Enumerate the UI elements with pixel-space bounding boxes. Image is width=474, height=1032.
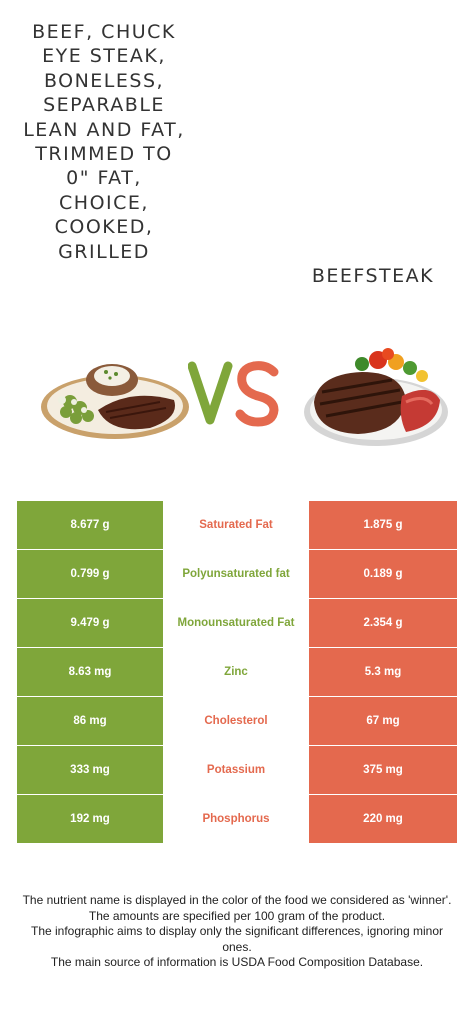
left-value: 0.799 g — [17, 550, 163, 598]
right-value: 5.3 mg — [309, 648, 457, 696]
table-row: 333 mg Potassium 375 mg — [17, 746, 457, 794]
nutrient-name: Monounsaturated Fat — [163, 599, 309, 647]
table-row: 8.63 mg Zinc 5.3 mg — [17, 648, 457, 696]
table-row: 9.479 g Monounsaturated Fat 2.354 g — [17, 599, 457, 647]
nutrient-name: Phosphorus — [163, 795, 309, 843]
nutrient-name: Saturated Fat — [163, 501, 309, 549]
right-value: 220 mg — [309, 795, 457, 843]
vs-logo — [188, 361, 279, 427]
nutrient-name: Polyunsaturated fat — [163, 550, 309, 598]
left-value: 9.479 g — [17, 599, 163, 647]
left-value: 86 mg — [17, 697, 163, 745]
footer-line: The main source of information is USDA F… — [50, 955, 424, 969]
footer-notes: The nutrient name is displayed in the co… — [20, 893, 454, 971]
right-value: 0.189 g — [309, 550, 457, 598]
table-row: 0.799 g Polyunsaturated fat 0.189 g — [17, 550, 457, 598]
footer-line: The nutrient name is displayed in the co… — [22, 893, 452, 907]
footer-line: The amounts are specified per 100 gram o… — [88, 908, 386, 923]
left-value: 8.63 mg — [17, 648, 163, 696]
footer-line: The infographic aims to display only the… — [31, 924, 443, 954]
table-row: 86 mg Cholesterol 67 mg — [17, 697, 457, 745]
table-row: 8.677 g Saturated Fat 1.875 g — [17, 501, 457, 549]
right-value: 375 mg — [309, 746, 457, 794]
nutrient-name: Potassium — [163, 746, 309, 794]
right-value: 1.875 g — [309, 501, 457, 549]
nutrient-name: Cholesterol — [163, 697, 309, 745]
food-left-title: Beef, chuck eye steak, boneless, separab… — [23, 21, 185, 263]
right-value: 67 mg — [309, 697, 457, 745]
steak-plate-with-potato-and-broccoli-image — [41, 364, 189, 439]
left-value: 8.677 g — [17, 501, 163, 549]
left-value: 192 mg — [17, 795, 163, 843]
nutrient-name: Zinc — [163, 648, 309, 696]
sliced-beefsteak-with-vegetables-image — [304, 348, 448, 446]
food-right-title: Beefsteak — [311, 265, 435, 287]
left-value: 333 mg — [17, 746, 163, 794]
nutrient-comparison-table: 8.677 g Saturated Fat 1.875 g 0.799 g Po… — [17, 501, 457, 844]
table-row: 192 mg Phosphorus 220 mg — [17, 795, 457, 843]
right-value: 2.354 g — [309, 599, 457, 647]
